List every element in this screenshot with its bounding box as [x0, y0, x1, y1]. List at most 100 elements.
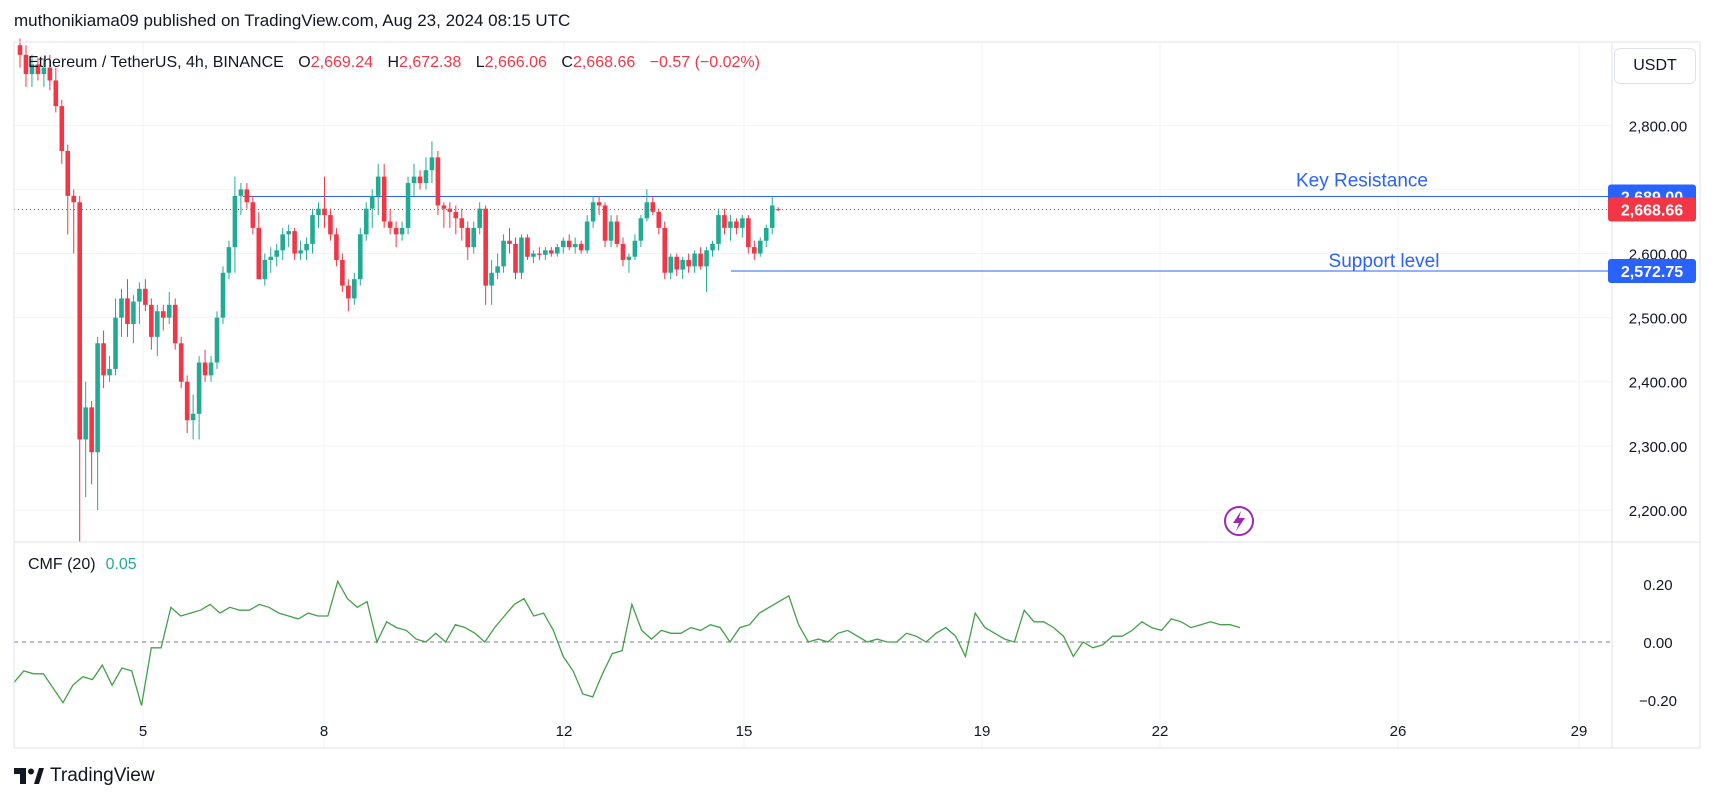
candle-body	[65, 150, 71, 196]
candle-body	[602, 205, 608, 241]
candle-body	[184, 381, 190, 421]
publish-header: muthonikiama09 published on TradingView.…	[14, 11, 571, 30]
candle-body	[286, 231, 291, 235]
candle-body	[71, 195, 77, 203]
candle-body	[387, 221, 393, 228]
candle-body	[83, 407, 88, 440]
candle-body	[262, 259, 268, 280]
candle-body	[280, 234, 285, 251]
candle-body	[423, 170, 429, 184]
cmf-label: CMF (20)	[28, 556, 96, 573]
candlestick-series	[17, 38, 781, 542]
close-value: 2,668.66	[572, 54, 636, 71]
candle-body	[507, 240, 512, 244]
tradingview-brand[interactable]: TradingView	[14, 765, 155, 787]
candle-body	[119, 298, 124, 318]
candle-body	[525, 237, 530, 257]
candle-body	[560, 240, 566, 248]
time-tick-label: 22	[1152, 723, 1169, 740]
support-label: Support level	[1329, 251, 1440, 272]
low-label: L	[475, 54, 485, 71]
lightning-icon[interactable]	[1224, 506, 1254, 536]
candle-body	[352, 279, 357, 299]
candle-body	[644, 202, 650, 219]
candle-body	[220, 272, 226, 318]
time-tick-label: 26	[1390, 723, 1407, 740]
candle-body	[638, 218, 644, 241]
candle-body	[519, 237, 524, 273]
candle-body	[614, 221, 620, 244]
candle-body	[465, 227, 471, 248]
candle-body	[501, 240, 506, 267]
level-lines: Key Resistance Support level	[14, 170, 1612, 272]
candle-body	[746, 218, 751, 248]
candle-body	[590, 202, 596, 222]
candle-body	[47, 67, 53, 81]
candle-body	[244, 189, 250, 203]
candle-body	[411, 176, 417, 184]
cmf-series	[13, 579, 1241, 706]
time-tick-label: 29	[1571, 723, 1588, 740]
candle-body	[513, 243, 518, 273]
candle-body	[447, 208, 453, 212]
candle-body	[298, 250, 303, 254]
time-tick-label: 19	[974, 723, 991, 740]
candle-body	[549, 250, 554, 254]
candle-body	[346, 285, 351, 299]
candle-body	[143, 288, 148, 305]
candle-body	[113, 317, 118, 369]
cmf-legend: CMF (20) 0.05	[28, 556, 137, 574]
candle-body	[196, 362, 202, 414]
candle-body	[304, 243, 309, 251]
candle-body	[471, 227, 477, 248]
candle-body	[435, 157, 441, 206]
candle-body	[137, 288, 142, 302]
candle-body	[363, 208, 369, 235]
price-tick-label: 2,200.00	[1629, 503, 1687, 520]
open-value: 2,669.24	[310, 54, 373, 71]
cmf-value: 0.05	[105, 556, 137, 573]
candle-body	[208, 362, 214, 376]
candle-body	[596, 202, 602, 206]
price-tick-label: 2,400.00	[1629, 375, 1687, 392]
change-value: −0.57 (−0.02%)	[649, 54, 760, 71]
candle-body	[393, 227, 399, 235]
cmf-tick-label: 0.20	[1643, 577, 1672, 594]
candle-body	[95, 343, 100, 453]
time-tick-label: 8	[320, 723, 328, 740]
candle-body	[680, 259, 685, 270]
low-value: 2,666.06	[484, 54, 547, 71]
candle-body	[405, 183, 411, 228]
candle-body	[710, 243, 715, 251]
resistance-label: Key Resistance	[1296, 170, 1428, 191]
candle-body	[125, 298, 130, 325]
close-label: C	[561, 54, 573, 71]
candle-body	[752, 247, 757, 254]
candle-body	[172, 304, 178, 344]
candle-body	[59, 106, 65, 151]
candle-body	[310, 215, 315, 244]
candle-body	[692, 253, 697, 267]
candle-body	[674, 256, 679, 270]
candle-body	[89, 407, 94, 453]
price-tick-label: 2,500.00	[1629, 311, 1687, 328]
currency-button[interactable]: USDT	[1614, 48, 1696, 84]
candle-body	[543, 250, 548, 255]
candle-body	[41, 67, 47, 75]
time-tick-label: 12	[556, 723, 573, 740]
symbol-legend: Ethereum / TetherUS, 4h, BINANCE O2,669.…	[28, 54, 760, 72]
candle-body	[178, 343, 184, 382]
price-tick-label: 2,800.00	[1629, 118, 1687, 135]
candle-body	[17, 45, 23, 55]
last-price-badge-bg	[1608, 197, 1696, 222]
candle-body	[226, 247, 232, 273]
candle-body	[722, 215, 727, 228]
candle-body	[740, 218, 745, 228]
cmf-line	[13, 579, 1241, 706]
time-tick-label: 5	[139, 723, 147, 740]
candle-body	[626, 256, 632, 260]
symbol-title: Ethereum / TetherUS, 4h, BINANCE	[28, 54, 284, 71]
candle-body	[381, 176, 387, 222]
candle-body	[429, 157, 435, 171]
